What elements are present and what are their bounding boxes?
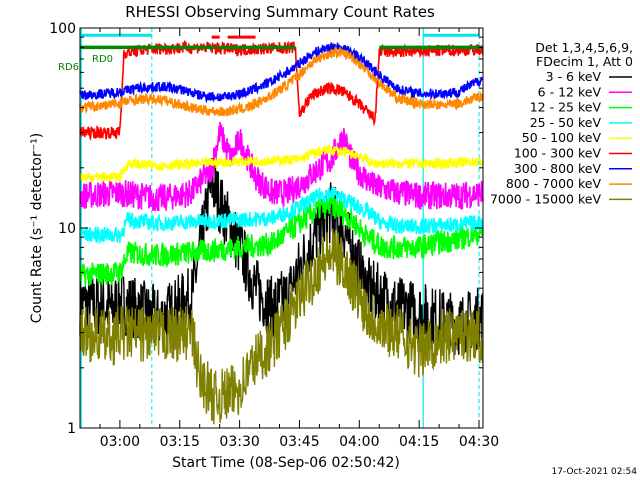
series-line-3 (79, 186, 484, 245)
frame-layer (79, 27, 484, 429)
x-tick-label-0: 03:00 (100, 434, 140, 450)
y-tick-label-2: 100 (49, 21, 76, 37)
timestamp: 17-Oct-2021 02:54 (552, 467, 638, 477)
series-line-8 (79, 228, 484, 425)
series-line-2 (79, 194, 484, 287)
data-layer (79, 28, 484, 428)
series-line-4 (79, 144, 484, 183)
legend-header-line-2: FDecim 1, Att 0 (536, 54, 633, 69)
legend-label-7: 800 - 7000 keV (506, 176, 602, 191)
x-tick-label-2: 03:30 (219, 434, 259, 450)
series-line-6 (79, 42, 484, 104)
series-line-7 (79, 45, 484, 117)
x-tick-label-1: 03:15 (160, 434, 200, 450)
legend-header-line-1: Det 1,3,4,5,6,9, (535, 40, 633, 55)
x-tick-label-3: 03:45 (279, 434, 319, 450)
y-axis-label: Count Rate (s⁻¹ detector⁻¹) (29, 133, 45, 323)
legend-label-2: 12 - 25 keV (530, 100, 602, 115)
legend-label-5: 100 - 300 keV (514, 146, 602, 161)
y-tick-label-1: 10 (58, 221, 76, 237)
text-layer: RHESSI Observing Summary Count Rates Sta… (29, 3, 637, 477)
x-tick-label-4: 04:00 (339, 434, 379, 450)
legend-label-4: 50 - 100 keV (522, 130, 602, 145)
x-tick-label-5: 04:15 (399, 434, 439, 450)
flag-f-label: F (214, 42, 220, 55)
x-axis-label: Start Time (08-Sep-06 02:50:42) (172, 455, 400, 471)
legend-label-0: 3 - 6 keV (546, 69, 602, 84)
legend-label-6: 300 - 800 keV (514, 161, 602, 176)
y-tick-label-0: 1 (67, 421, 76, 437)
series-line-1 (79, 121, 484, 212)
x-tick-label-6: 04:30 (459, 434, 499, 450)
rd6-label: RD6 (58, 62, 79, 73)
rd0-label: RD0 (92, 54, 113, 65)
legend-label-3: 25 - 50 keV (530, 115, 602, 130)
chart-title: RHESSI Observing Summary Count Rates (125, 3, 435, 21)
legend-label-8: 7000 - 15000 keV (490, 191, 601, 206)
legend-label-1: 6 - 12 keV (538, 84, 602, 99)
